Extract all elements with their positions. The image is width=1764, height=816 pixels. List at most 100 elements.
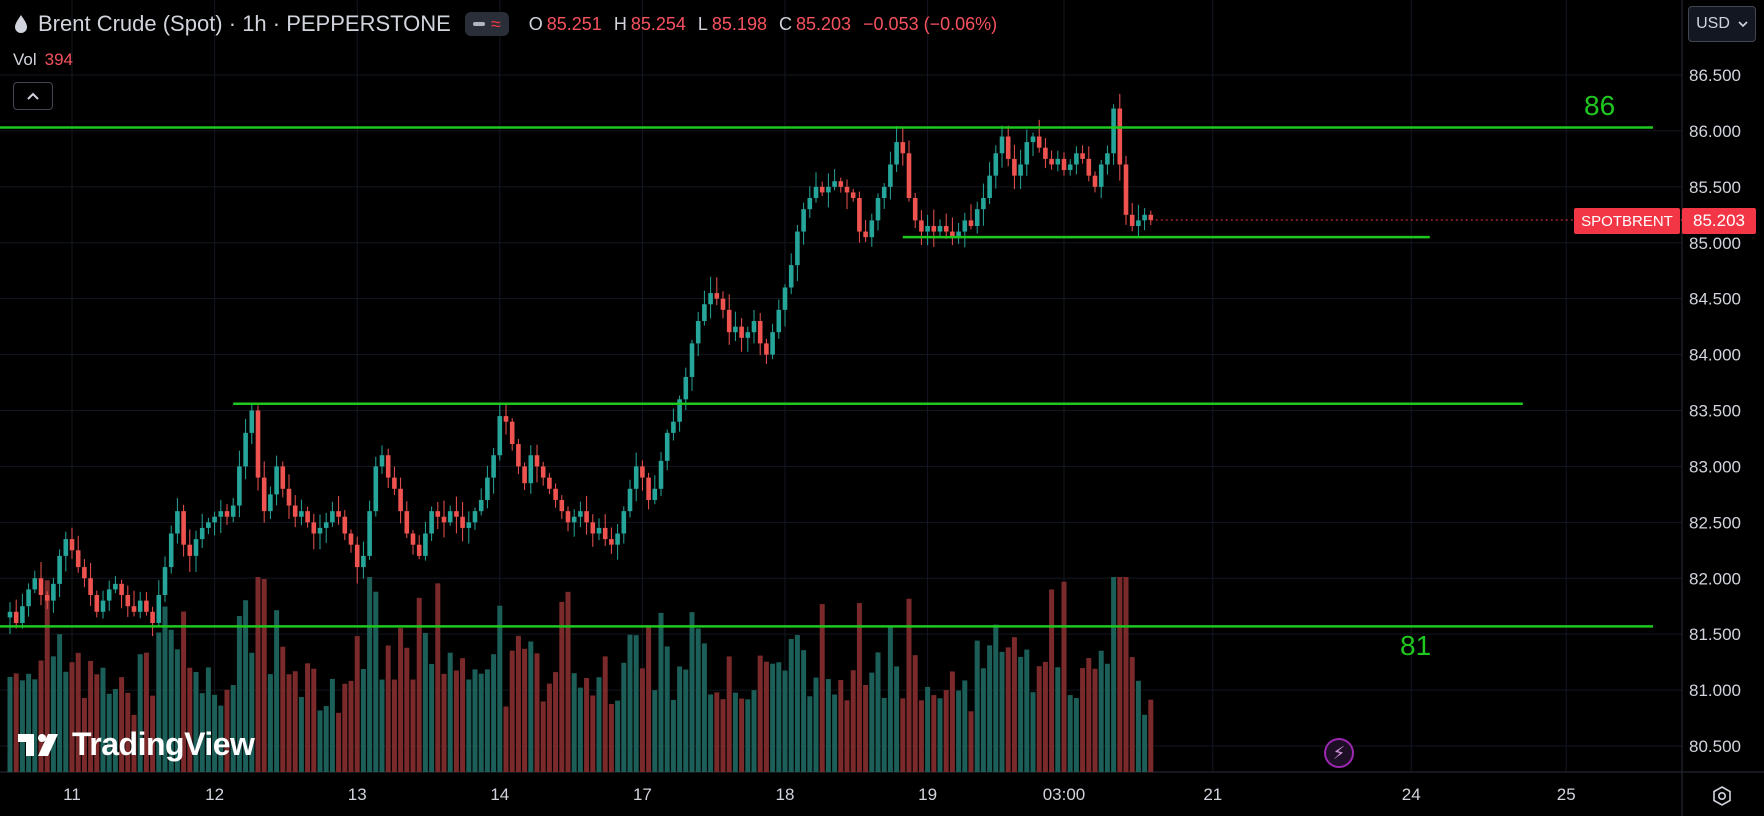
candle-body [330, 511, 335, 523]
candle-body [937, 225, 943, 232]
volume-bar [150, 695, 156, 772]
volume-bar [962, 680, 968, 772]
indicator-toggle[interactable]: ≈ [464, 12, 509, 36]
volume-bar [360, 669, 366, 772]
candle-body [788, 265, 794, 288]
volume-bar [162, 606, 168, 772]
candle-body [441, 516, 447, 523]
volume-bar [751, 690, 757, 772]
y-tick-label: 86.000 [1689, 122, 1741, 141]
volume-bar [788, 638, 794, 772]
candle-body [646, 477, 651, 500]
candle-body [51, 583, 56, 601]
volume-bar [627, 634, 633, 772]
candle-body [1148, 214, 1154, 221]
volume-bar [1036, 666, 1042, 772]
candle-body [1030, 136, 1036, 143]
volume-bar [1142, 714, 1148, 772]
candle-body [125, 595, 131, 607]
volume-bar [484, 669, 490, 772]
candle-body [751, 321, 757, 333]
volume-bar [323, 706, 329, 772]
volume-bar [869, 672, 875, 772]
volume-bar [720, 699, 726, 772]
tradingview-logo[interactable]: TradingView [18, 726, 255, 763]
ohlc-readout: O 85.251 H 85.254 L 85.198 C 85.203 −0.053 (… [529, 14, 1005, 35]
volume-bar [701, 643, 707, 772]
volume-value: 394 [44, 50, 74, 69]
volume-bar [174, 649, 180, 772]
volume-bar [218, 705, 224, 772]
collapse-legend-button[interactable] [13, 82, 53, 110]
volume-bar [193, 671, 199, 772]
bolt-button[interactable]: ⚡ [1324, 738, 1354, 768]
candle-body [311, 522, 317, 534]
high-key: H [613, 13, 627, 34]
candle-body [931, 225, 937, 232]
candle-body [336, 511, 341, 517]
candle-body [144, 600, 149, 612]
volume-bar [646, 626, 652, 772]
volume-bar [1135, 680, 1141, 772]
candle-body [32, 578, 38, 590]
candle-body [782, 287, 788, 310]
candle-body [528, 455, 534, 484]
volume-bar [571, 673, 577, 772]
volume-bar [602, 656, 608, 772]
candle-body [1074, 153, 1079, 165]
candle-body [348, 533, 354, 545]
volume-bar [621, 662, 627, 772]
candle-body [1105, 153, 1110, 165]
candle-body [150, 611, 155, 623]
candle-body [776, 309, 782, 333]
candle-body [912, 198, 918, 221]
y-tick-label: 81.000 [1689, 681, 1741, 700]
candle-body [44, 595, 50, 601]
low-value: 85.198 [711, 13, 767, 34]
candle-body [615, 533, 620, 545]
candle-body [999, 136, 1005, 154]
volume-bar [19, 680, 25, 772]
candle-body [423, 533, 428, 556]
volume-bar [249, 652, 255, 772]
volume-bar [230, 685, 236, 772]
line-icon [472, 22, 485, 26]
volume-bar [1148, 699, 1154, 772]
volume-bar [1098, 650, 1104, 772]
candle-body [850, 192, 856, 199]
candle-body [218, 511, 224, 517]
volume-bar [1024, 649, 1030, 772]
x-tick-label: 25 [1557, 785, 1576, 804]
candle-body [981, 198, 986, 210]
volume-bar [608, 703, 614, 772]
volume-bar [267, 674, 273, 772]
symbol-title[interactable]: Brent Crude (Spot) · 1h · PEPPERSTONE [38, 11, 451, 36]
x-tick-label: 03:00 [1043, 785, 1086, 804]
candle-body [1123, 164, 1129, 215]
currency-select[interactable]: USD [1688, 6, 1756, 42]
candle-body [813, 186, 819, 199]
volume-bar [999, 651, 1005, 772]
candle-body [7, 611, 13, 618]
volume-bar [44, 580, 50, 772]
candle-body [175, 511, 180, 534]
volume-bar [13, 673, 19, 772]
candle-body [1061, 158, 1067, 171]
y-tick-label: 83.000 [1689, 457, 1741, 476]
y-tick-label: 84.000 [1689, 346, 1741, 365]
candle-body [435, 511, 441, 517]
volume-bar [1080, 668, 1086, 772]
candle-body [466, 522, 472, 528]
candle-body [602, 527, 608, 540]
candle-body [640, 466, 645, 478]
volume-bar [416, 597, 422, 772]
candle-body [131, 606, 137, 612]
volume-bar [50, 656, 56, 772]
settings-button[interactable] [1708, 782, 1736, 810]
candle-body [181, 511, 186, 545]
candle-body [925, 225, 930, 232]
volume-bar [968, 711, 974, 772]
volume-bar [875, 652, 881, 772]
chart-header: Brent Crude (Spot) · 1h · PEPPERSTONE ≈ … [12, 10, 1005, 38]
